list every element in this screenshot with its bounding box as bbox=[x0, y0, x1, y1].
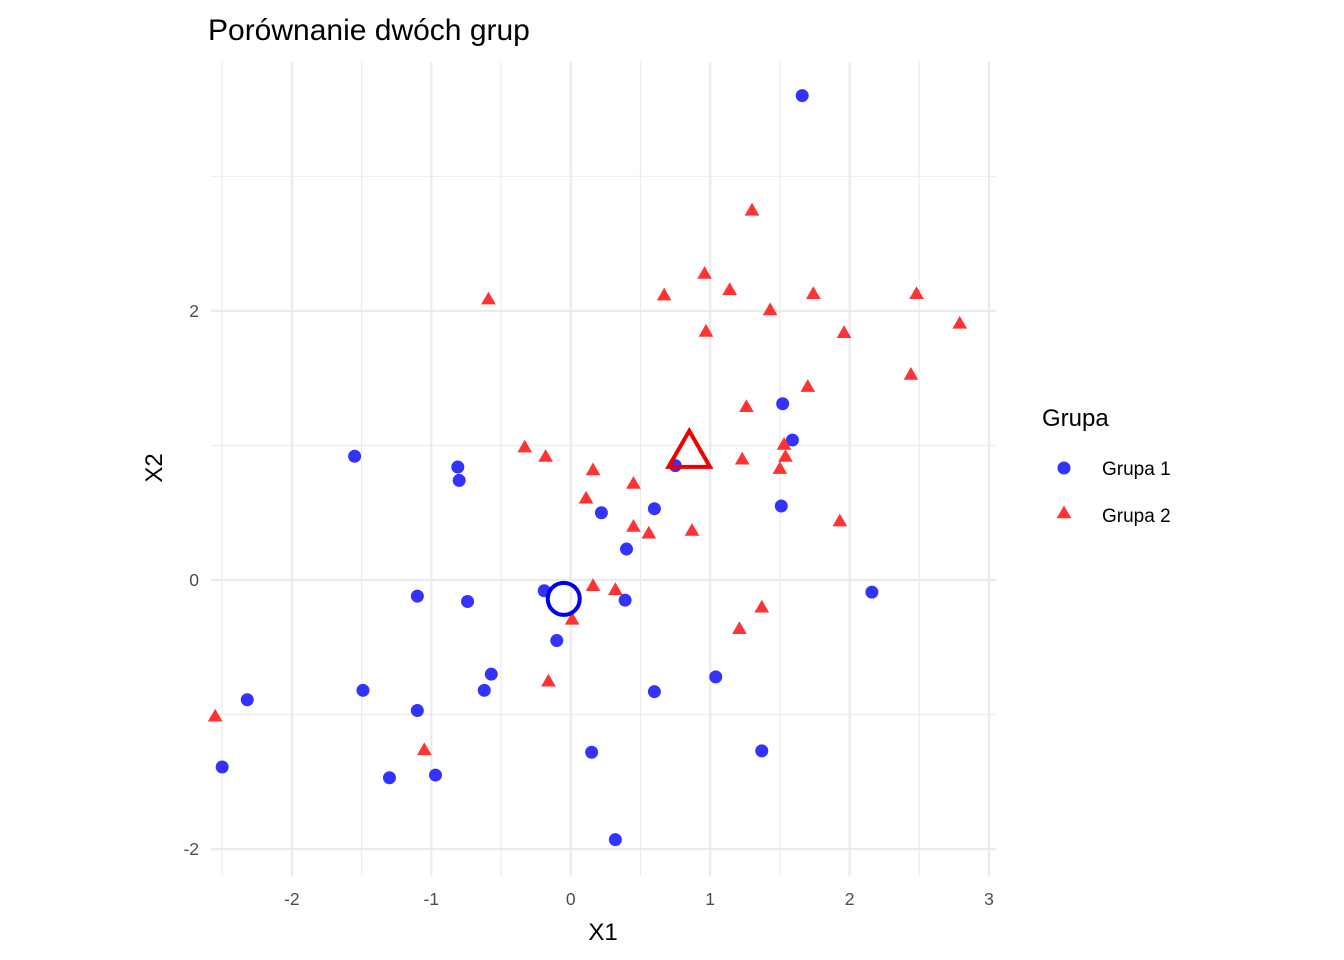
data-point-grupa-2 bbox=[517, 439, 533, 453]
data-point-grupa-2 bbox=[541, 673, 556, 687]
data-point-grupa-1 bbox=[865, 585, 879, 599]
data-point-grupa-2 bbox=[481, 291, 496, 305]
data-point-grupa-2 bbox=[698, 323, 714, 337]
x-tick-label: -1 bbox=[424, 889, 440, 909]
data-point-grupa-2 bbox=[836, 325, 852, 338]
data-point-grupa-2 bbox=[697, 266, 712, 279]
data-point-grupa-1 bbox=[428, 768, 442, 782]
data-point-grupa-2 bbox=[578, 490, 594, 504]
data-point-grupa-2 bbox=[732, 621, 747, 634]
legend-key-triangle bbox=[1056, 505, 1072, 519]
data-point-grupa-1 bbox=[774, 499, 788, 513]
data-point-grupa-1 bbox=[755, 744, 769, 758]
data-point-grupa-1 bbox=[484, 667, 498, 681]
data-point-grupa-1 bbox=[618, 593, 632, 607]
legend-items: Grupa 1 Grupa 2 bbox=[1056, 459, 1171, 527]
data-point-grupa-1 bbox=[356, 683, 370, 697]
data-point-grupa-1 bbox=[776, 397, 790, 411]
data-point-grupa-2 bbox=[626, 476, 641, 489]
data-point-grupa-1 bbox=[215, 760, 229, 774]
legend-item: Grupa 1 bbox=[1057, 459, 1171, 480]
plot-grid bbox=[211, 62, 996, 876]
data-point-grupa-1 bbox=[382, 771, 396, 785]
data-point-grupa-2 bbox=[772, 461, 788, 474]
data-point-grupa-1 bbox=[240, 693, 254, 707]
legend-item: Grupa 2 bbox=[1056, 505, 1171, 527]
data-point-grupa-2 bbox=[734, 451, 750, 465]
data-point-grupa-1 bbox=[709, 670, 723, 684]
data-point-grupa-1 bbox=[647, 502, 661, 516]
data-point-grupa-1 bbox=[795, 89, 809, 103]
y-tick-label: 2 bbox=[189, 301, 199, 321]
data-point-grupa-1 bbox=[477, 683, 491, 697]
data-points bbox=[207, 89, 968, 847]
y-axis-ticks: -2 0 2 bbox=[183, 301, 199, 859]
centroid-grupa-2 bbox=[665, 426, 714, 469]
data-point-grupa-1 bbox=[785, 433, 799, 447]
data-point-grupa-2 bbox=[739, 399, 754, 412]
data-point-grupa-2 bbox=[417, 742, 432, 756]
data-point-grupa-1 bbox=[585, 745, 599, 759]
x-tick-label: 1 bbox=[705, 889, 715, 909]
legend-key-circle bbox=[1057, 461, 1071, 475]
data-point-grupa-2 bbox=[903, 367, 919, 380]
data-point-grupa-2 bbox=[744, 202, 760, 216]
data-point-grupa-2 bbox=[626, 519, 641, 532]
data-point-grupa-2 bbox=[538, 449, 553, 462]
data-point-grupa-1 bbox=[461, 595, 475, 609]
data-point-grupa-2 bbox=[909, 286, 924, 299]
data-point-grupa-1 bbox=[348, 449, 362, 463]
y-tick-label: 0 bbox=[189, 570, 199, 590]
data-point-grupa-1 bbox=[647, 685, 661, 699]
data-point-grupa-1 bbox=[410, 704, 424, 718]
data-point-grupa-2 bbox=[585, 462, 601, 476]
legend-label: Grupa 2 bbox=[1102, 506, 1171, 527]
x-tick-label: 3 bbox=[984, 889, 994, 909]
centroid-grupa-1 bbox=[545, 580, 582, 617]
data-point-grupa-1 bbox=[608, 833, 622, 847]
data-point-grupa-1 bbox=[410, 589, 424, 603]
y-tick-label: -2 bbox=[183, 839, 199, 859]
data-point-grupa-2 bbox=[608, 582, 623, 595]
data-point-grupa-2 bbox=[684, 523, 700, 536]
data-point-grupa-2 bbox=[762, 302, 778, 316]
data-point-grupa-2 bbox=[952, 315, 968, 329]
data-point-grupa-2 bbox=[800, 379, 816, 392]
y-axis-title: X2 bbox=[141, 453, 168, 482]
data-point-grupa-2 bbox=[207, 708, 223, 722]
data-point-grupa-2 bbox=[585, 578, 601, 591]
legend: Grupa Grupa 1 Grupa 2 bbox=[1042, 405, 1171, 527]
data-point-grupa-2 bbox=[656, 287, 672, 301]
x-tick-label: 0 bbox=[566, 889, 576, 909]
data-point-grupa-1 bbox=[452, 473, 466, 487]
data-point-grupa-1 bbox=[620, 542, 634, 556]
data-point-grupa-2 bbox=[641, 525, 657, 539]
x-axis-ticks: -2 -1 0 1 2 3 bbox=[284, 889, 994, 909]
x-tick-label: -2 bbox=[284, 889, 300, 909]
data-point-grupa-2 bbox=[806, 286, 821, 299]
data-point-grupa-2 bbox=[754, 599, 770, 613]
data-point-grupa-2 bbox=[564, 611, 580, 625]
data-point-grupa-2 bbox=[776, 437, 792, 450]
legend-title: Grupa bbox=[1042, 405, 1109, 432]
x-axis-title: X1 bbox=[588, 919, 617, 946]
data-point-grupa-1 bbox=[550, 634, 564, 648]
data-point-grupa-2 bbox=[778, 449, 793, 462]
chart-title: Porównanie dwóch grup bbox=[208, 14, 530, 47]
legend-label: Grupa 1 bbox=[1102, 459, 1171, 480]
data-point-grupa-1 bbox=[451, 460, 465, 474]
group-centroids bbox=[545, 426, 714, 617]
data-point-grupa-2 bbox=[832, 513, 848, 527]
data-point-grupa-1 bbox=[594, 506, 608, 520]
data-point-grupa-2 bbox=[722, 282, 737, 295]
x-tick-label: 2 bbox=[845, 889, 855, 909]
